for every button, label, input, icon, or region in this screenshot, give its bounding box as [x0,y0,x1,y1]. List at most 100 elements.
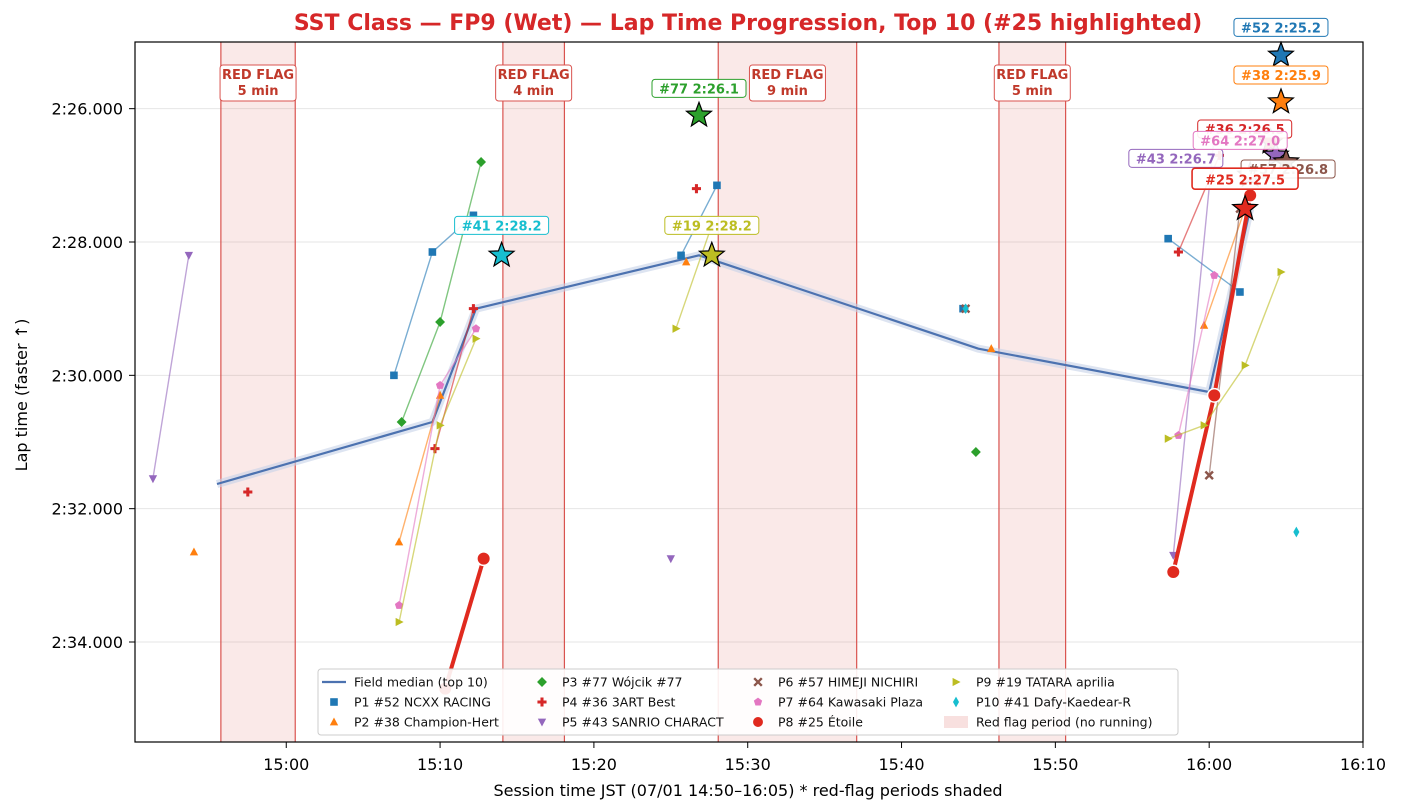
legend-marker [751,715,765,729]
data-point [476,157,487,167]
legend-marker [952,696,960,708]
legend-label: P6 #57 HIMEJI NICHIRI [778,675,918,690]
x-tick-label: 15:00 [263,755,309,774]
data-point [987,344,996,353]
best-lap-star [697,240,726,268]
best-lap-label-box [651,78,747,98]
legend-marker [944,716,968,728]
series-line [434,308,475,449]
data-point [1200,421,1209,430]
x-tick-label: 16:10 [1340,755,1386,774]
data-point [243,487,253,497]
best-lap-star [1231,193,1259,221]
series-car-64 [394,270,1219,609]
y-axis-label: Lap time (faster ↑) [12,319,31,472]
data-point [1199,320,1209,329]
data-point [970,447,981,457]
best-lap-label: #38 2:25.9 [1241,69,1321,84]
legend-label: P3 #77 Wójcik #77 [562,675,683,690]
x-axis-label: Session time JST (07/01 14:50–16:05) * r… [493,781,1002,800]
legend-label: P10 #41 Dafy-Kaedear-R [976,695,1131,710]
series-line [1167,271,1282,440]
data-point [1277,267,1286,277]
best-lap-label-box [454,215,550,235]
legend-marker [952,677,961,687]
series-lines [148,131,1300,697]
data-point [396,417,407,427]
series-line [1177,275,1215,436]
legend-marker [330,698,338,706]
red-flag-duration: 4 min [513,84,554,99]
data-point [1169,551,1178,560]
red-flag-label: RED FLAG [498,68,570,83]
series-line [152,255,190,479]
data-point [189,547,199,556]
best-lap-label-box [664,215,760,235]
series-car-77 [396,157,981,457]
data-point [469,211,478,220]
legend-marker [537,697,547,707]
best-lap-label-box [1233,65,1329,85]
x-tick-label: 15:10 [417,755,463,774]
series-line [398,338,477,623]
data-point [677,251,685,260]
legend: Field median (top 10) P1 #52 NCXX RACING P… [317,668,1179,736]
legend-label: Red flag period (no running) [976,715,1153,730]
y-tick-label: 2:30.000 [51,366,123,385]
series-line [675,225,713,329]
best-lap-star [684,100,714,128]
red-flag-label-box [748,64,826,102]
data-point [1164,234,1172,243]
data-point [691,184,702,194]
y-tick-label: 2:34.000 [51,633,123,652]
best-lap-star [1266,87,1295,114]
x-tick-label: 15:50 [1032,755,1078,774]
legend-label: P2 #38 Champion-Hert [354,715,499,730]
data-point [395,617,404,627]
best-lap-label-box [1192,130,1288,150]
data-point [1165,564,1181,580]
legend-label: P9 #19 TATARA aprilia [976,675,1115,690]
best-lap-star [1266,40,1295,68]
legend-label: Field median (top 10) [354,675,488,690]
legend-box [317,668,1179,736]
data-point [1204,470,1214,480]
y-tick-label: 2:32.000 [51,500,123,519]
data-point [1236,288,1244,296]
data-point [1173,247,1183,257]
red-flag-label-box [993,64,1071,102]
series-line [443,558,486,690]
data-point [468,304,478,314]
x-tick-label: 15:20 [571,755,617,774]
legend-label: P8 #25 Étoile [778,715,863,730]
data-point [962,303,969,314]
red-flag-label-box [219,64,297,102]
data-point [435,317,446,327]
series-car-19 [395,221,1286,627]
data-point [428,248,437,256]
best-lap-label: #19 2:28.2 [672,219,752,234]
legend-marker [329,717,339,726]
data-point [682,257,691,266]
data-point [672,324,681,333]
legend-marker [753,677,763,687]
x-axis-ticks: 15:00 15:10 15:20 15:30 15:40 15:50 16:00 16:10 [263,742,1386,774]
data-point [436,421,445,430]
red-flag-band [718,42,857,742]
data-point [713,181,721,190]
red-flag-duration: 5 min [1012,84,1053,99]
y-tick-label: 2:26.000 [51,100,123,119]
data-point [184,251,194,260]
series-car-41 [962,303,1300,538]
data-point [148,475,158,484]
best-lap-label: #52 2:25.2 [1241,21,1321,36]
gridlines [135,108,1363,643]
data-point [471,324,481,333]
red-flag-band [220,42,296,742]
red-flag-label-box [495,64,573,102]
y-tick-label: 2:28.000 [51,233,123,252]
data-point [394,537,404,546]
red-flag-label: RED FLAG [751,68,823,83]
series-car-25 [437,187,1258,697]
